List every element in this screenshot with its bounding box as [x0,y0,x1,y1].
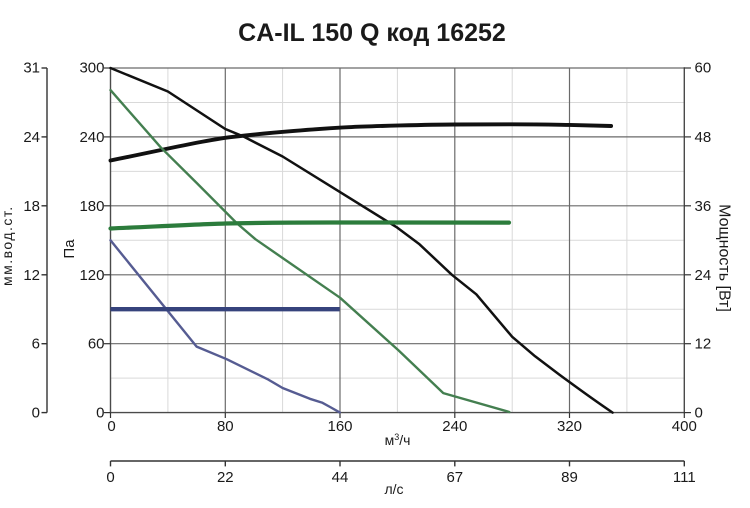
svg-text:22: 22 [217,469,234,486]
svg-text:300: 300 [79,60,104,77]
svg-text:120: 120 [79,267,104,284]
svg-text:0: 0 [96,405,104,422]
svg-text:0: 0 [106,469,114,486]
svg-text:31: 31 [23,60,40,77]
svg-text:160: 160 [327,418,352,435]
svg-text:м3/ч: м3/ч [385,432,411,448]
svg-text:0: 0 [32,405,40,422]
svg-text:л/с: л/с [384,481,403,497]
svg-text:мм.вод.ст.: мм.вод.ст. [0,205,15,286]
svg-text:240: 240 [442,418,467,435]
svg-text:24: 24 [23,129,40,146]
svg-text:240: 240 [79,129,104,146]
svg-text:60: 60 [695,60,712,77]
svg-text:80: 80 [217,418,234,435]
svg-text:89: 89 [561,469,578,486]
svg-text:24: 24 [695,267,712,284]
svg-text:Па: Па [61,239,78,259]
svg-text:Мощность [Вт]: Мощность [Вт] [716,204,733,312]
svg-text:400: 400 [672,418,697,435]
svg-text:180: 180 [79,198,104,215]
svg-text:36: 36 [695,198,712,215]
svg-text:18: 18 [23,198,40,215]
svg-text:67: 67 [446,469,463,486]
svg-text:320: 320 [557,418,582,435]
svg-text:6: 6 [32,336,40,353]
svg-text:12: 12 [695,336,712,353]
svg-text:60: 60 [88,336,105,353]
svg-text:12: 12 [23,267,40,284]
svg-text:111: 111 [673,469,696,486]
svg-text:0: 0 [107,418,115,435]
svg-text:44: 44 [332,469,349,486]
svg-text:0: 0 [695,405,703,422]
svg-text:CA-IL 150 Q код 16252: CA-IL 150 Q код 16252 [238,19,506,47]
svg-text:48: 48 [695,129,712,146]
